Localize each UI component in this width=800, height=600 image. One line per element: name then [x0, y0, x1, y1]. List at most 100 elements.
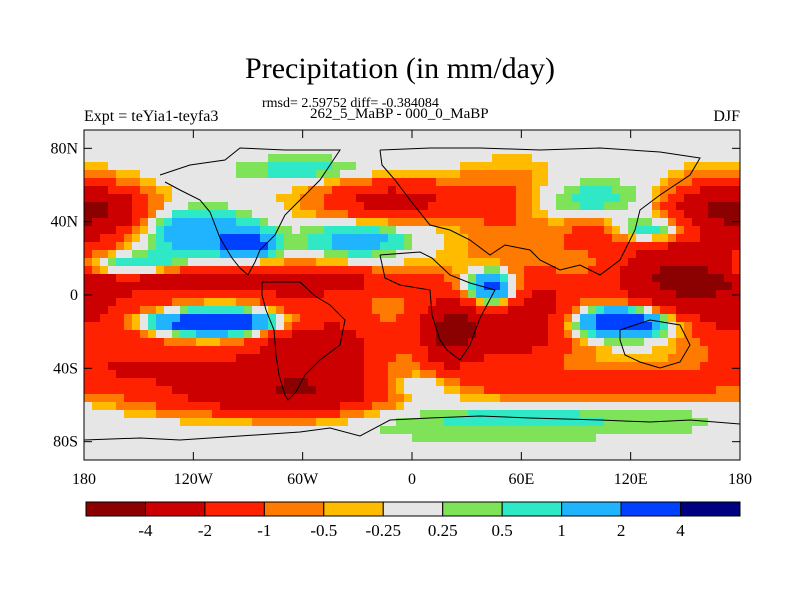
field-cell [244, 258, 253, 267]
field-cell [500, 330, 509, 339]
field-cell [116, 306, 125, 315]
field-cell [300, 226, 309, 235]
field-cell [692, 330, 701, 339]
field-cell [276, 394, 285, 403]
field-cell [444, 362, 453, 371]
field-cell [484, 202, 493, 211]
field-cell [420, 178, 429, 187]
field-cell [276, 370, 285, 379]
field-cell [292, 298, 301, 307]
field-cell [308, 202, 317, 211]
field-cell [116, 170, 125, 179]
field-cell [684, 314, 693, 323]
field-cell [188, 346, 197, 355]
field-cell [204, 322, 213, 331]
field-cell [252, 162, 261, 171]
field-cell [356, 242, 365, 251]
field-cell [132, 218, 141, 227]
field-cell [532, 330, 541, 339]
field-cell [404, 138, 413, 147]
field-cell [444, 154, 453, 163]
field-cell [524, 258, 533, 267]
field-cell [644, 250, 653, 259]
field-cell [508, 218, 517, 227]
field-cell [204, 130, 213, 139]
field-cell [412, 138, 421, 147]
field-cell [148, 146, 157, 155]
field-cell [540, 338, 549, 347]
field-cell [332, 258, 341, 267]
field-cell [252, 402, 261, 411]
field-cell [340, 186, 349, 195]
field-cell [100, 410, 109, 419]
field-cell [500, 370, 509, 379]
field-cell [532, 338, 541, 347]
field-cell [356, 154, 365, 163]
field-cell [484, 242, 493, 251]
field-cell [372, 210, 381, 219]
field-cell [548, 370, 557, 379]
field-cell [396, 154, 405, 163]
field-cell [652, 442, 661, 451]
field-cell [692, 154, 701, 163]
field-cell [180, 186, 189, 195]
field-cell [484, 314, 493, 323]
field-cell [572, 234, 581, 243]
field-cell [404, 362, 413, 371]
field-cell [132, 202, 141, 211]
field-cell [428, 394, 437, 403]
field-cell [108, 154, 117, 163]
field-cell [172, 442, 181, 451]
field-cell [628, 386, 637, 395]
field-cell [428, 202, 437, 211]
field-cell [164, 290, 173, 299]
field-cell [492, 442, 501, 451]
field-cell [300, 458, 309, 460]
field-cell [524, 282, 533, 291]
field-cell [684, 346, 693, 355]
field-cell [444, 210, 453, 219]
field-cell [172, 402, 181, 411]
field-cell [236, 226, 245, 235]
field-cell [276, 458, 285, 460]
field-cell [340, 258, 349, 267]
field-cell [292, 202, 301, 211]
field-cell [92, 194, 101, 203]
field-cell [356, 338, 365, 347]
field-cell [420, 402, 429, 411]
field-cell [140, 234, 149, 243]
field-cell [556, 202, 565, 211]
field-cell [484, 322, 493, 331]
lon-tick-label: 120W [174, 471, 214, 488]
field-cell [140, 418, 149, 427]
field-cell [436, 298, 445, 307]
field-cell [716, 298, 725, 307]
field-cell [340, 410, 349, 419]
field-cell [460, 194, 469, 203]
field-cell [428, 346, 437, 355]
field-cell [148, 138, 157, 147]
field-cell [412, 202, 421, 211]
field-cell [444, 450, 453, 459]
field-cell [308, 322, 317, 331]
field-cell [572, 242, 581, 251]
field-cell [420, 298, 429, 307]
field-cell [156, 194, 165, 203]
field-cell [476, 346, 485, 355]
field-cell [316, 442, 325, 451]
field-cell [628, 458, 637, 460]
field-cell [612, 434, 621, 443]
field-cell [100, 402, 109, 411]
field-cell [636, 226, 645, 235]
field-cell [140, 258, 149, 267]
field-cell [580, 274, 589, 283]
field-cell [180, 154, 189, 163]
field-cell [316, 250, 325, 259]
field-cell [684, 162, 693, 171]
field-cell [196, 194, 205, 203]
field-cell [620, 234, 629, 243]
field-cell [500, 290, 509, 299]
field-cell [476, 450, 485, 459]
field-cell [236, 450, 245, 459]
field-cell [732, 322, 740, 331]
